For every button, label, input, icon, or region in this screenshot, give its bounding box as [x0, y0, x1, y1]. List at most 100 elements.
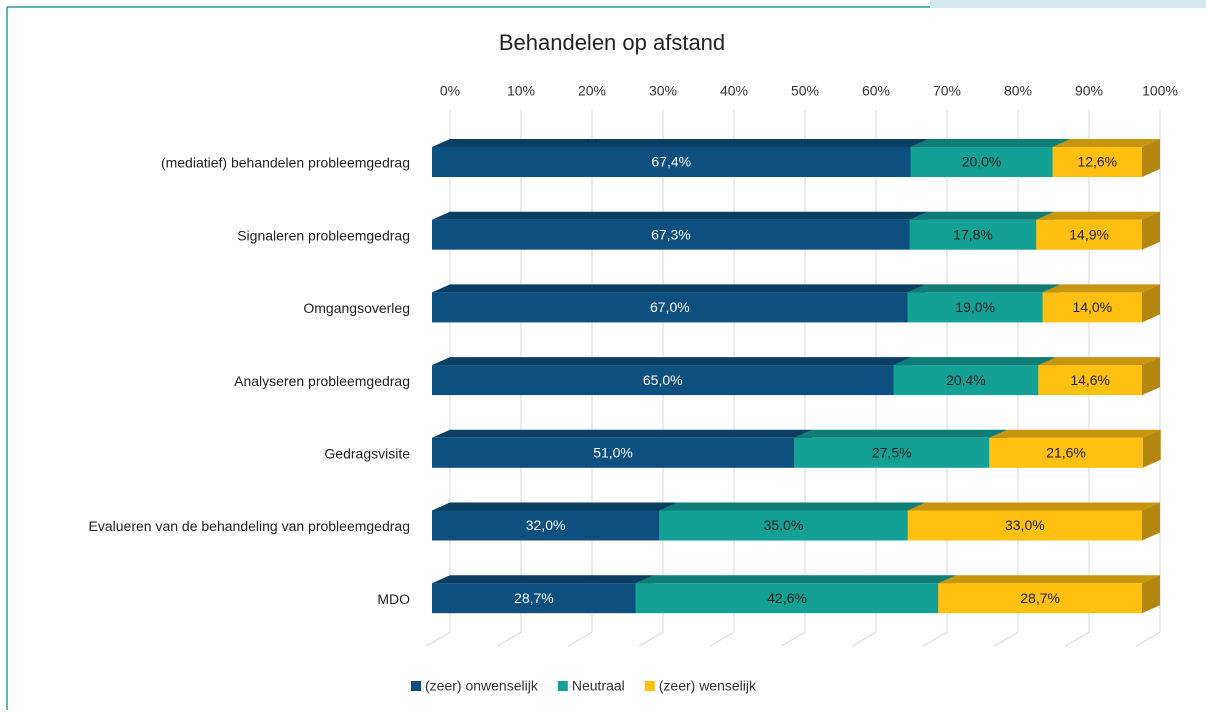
legend-swatch [411, 681, 421, 691]
x-tick-label: 0% [440, 83, 460, 99]
floor-grid-line [709, 631, 735, 647]
bar-top [432, 139, 929, 147]
y-tick-label: Analyseren probleemgedrag [234, 373, 410, 389]
bar [989, 437, 1143, 468]
bar [432, 147, 911, 177]
value-label: 14,9% [1069, 226, 1109, 242]
value-label: 14,0% [1072, 299, 1112, 315]
bar-side [1142, 429, 1161, 468]
bar-side [1142, 575, 1160, 614]
bar-top [432, 575, 654, 584]
value-label: 65,0% [643, 372, 683, 388]
value-label: 67,0% [650, 299, 690, 315]
bar-top [910, 139, 1071, 147]
bar [635, 583, 939, 614]
value-label: 28,7% [514, 590, 554, 606]
bar-side [1142, 357, 1160, 396]
corner-panel [930, 0, 1206, 8]
bar-side [1142, 211, 1160, 250]
chart-title: Behandelen op afstand [499, 30, 725, 55]
value-label: 19,0% [955, 299, 995, 315]
bar-side [1142, 139, 1160, 177]
x-tick-label: 90% [1075, 83, 1103, 99]
value-label: 32,0% [526, 517, 566, 533]
bar [893, 365, 1039, 396]
bar-top [1042, 284, 1160, 293]
bar [907, 510, 1142, 541]
bar [432, 292, 908, 323]
x-tick-label: 80% [1004, 83, 1032, 99]
bar [432, 583, 636, 614]
x-tick-label: 40% [720, 83, 748, 99]
value-label: 14,6% [1070, 372, 1110, 388]
value-label: 17,8% [953, 226, 993, 242]
bar [1036, 219, 1142, 250]
bar-top [1052, 139, 1160, 147]
bar-side [1142, 502, 1160, 541]
bar-top [1036, 211, 1160, 220]
bar [938, 583, 1142, 614]
floor-grid-line [1064, 631, 1090, 647]
value-label: 42,6% [767, 590, 807, 606]
bar [907, 292, 1043, 323]
y-tick-label: Evalueren van de behandeling van problee… [89, 518, 410, 534]
bar [1052, 147, 1142, 177]
x-tick-label: 50% [791, 83, 819, 99]
bar-top [432, 502, 678, 511]
bar [432, 437, 795, 468]
x-tick-label: 30% [649, 83, 677, 99]
x-tick-label: 60% [862, 83, 890, 99]
x-tick-label: 10% [507, 83, 535, 99]
bar-top [794, 429, 1008, 438]
bar-top [432, 357, 912, 366]
y-tick-label: Signaleren probleemgedrag [237, 227, 410, 243]
bar-top [907, 502, 1160, 511]
value-label: 35,0% [764, 517, 804, 533]
value-label: 20,0% [962, 154, 1002, 170]
bar [432, 365, 894, 396]
floor-grid-line [567, 631, 593, 647]
value-label: 67,3% [651, 226, 691, 242]
floor-grid-line [1135, 631, 1161, 647]
floor-grid-line [993, 631, 1019, 647]
bar [794, 437, 990, 468]
floor-grid-line [496, 631, 522, 647]
y-tick-label: Omgangsoverleg [303, 300, 410, 316]
bar-top [989, 429, 1161, 438]
bar-top [1038, 357, 1160, 366]
x-tick-label: 20% [578, 83, 606, 99]
bar-top [938, 575, 1160, 584]
x-tick-label: 70% [933, 83, 961, 99]
bar-side [1142, 284, 1160, 323]
value-label: 67,4% [651, 154, 691, 170]
x-tick-label: 100% [1142, 83, 1178, 99]
bar [432, 510, 660, 541]
bar [432, 219, 910, 250]
value-label: 20,4% [946, 372, 986, 388]
value-label: 33,0% [1005, 517, 1045, 533]
y-tick-label: (mediatief) behandelen probleemgedrag [161, 155, 410, 171]
bar-top [909, 211, 1055, 220]
bar [1042, 292, 1142, 323]
floor-grid-line [780, 631, 806, 647]
floor-grid-line [851, 631, 877, 647]
bar-top [659, 502, 926, 511]
value-label: 51,0% [593, 445, 633, 461]
bar-top [893, 357, 1057, 366]
bar [909, 219, 1037, 250]
bar [1038, 365, 1142, 396]
bar-top [635, 575, 957, 584]
y-tick-label: MDO [377, 591, 410, 607]
value-label: 21,6% [1046, 445, 1086, 461]
legend-swatch [644, 681, 655, 691]
legend-label: Neutraal [572, 678, 625, 694]
value-label: 27,5% [872, 445, 912, 461]
value-label: 12,6% [1077, 154, 1117, 170]
legend-swatch [557, 681, 568, 691]
y-tick-label: Gedragsvisite [324, 446, 410, 462]
bar [659, 510, 908, 541]
floor-grid-line [922, 631, 948, 647]
bar [910, 147, 1053, 177]
